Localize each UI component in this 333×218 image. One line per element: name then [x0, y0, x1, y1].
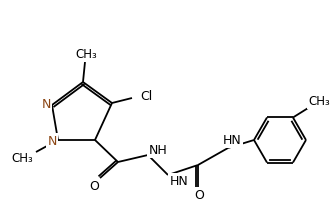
Text: N: N	[47, 135, 57, 148]
Text: Cl: Cl	[140, 90, 152, 102]
Text: HN: HN	[222, 133, 241, 146]
Text: NH: NH	[149, 143, 167, 157]
Text: N: N	[41, 97, 51, 111]
Text: CH₃: CH₃	[308, 95, 330, 108]
Text: O: O	[89, 179, 99, 192]
Text: CH₃: CH₃	[75, 48, 97, 61]
Text: O: O	[194, 189, 204, 201]
Text: CH₃: CH₃	[11, 152, 33, 165]
Text: HN: HN	[169, 174, 188, 187]
